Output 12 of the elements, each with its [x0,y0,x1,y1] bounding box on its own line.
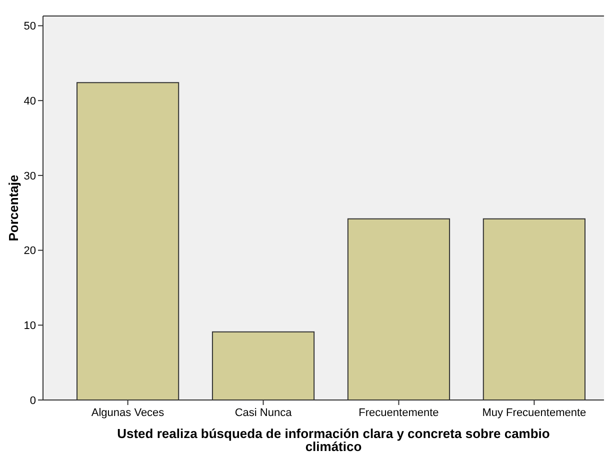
x-axis-title: Usted realiza búsqueda de información clara y concreta sobre cambio climático [117,426,550,454]
x-tick-label: Casi Nunca [234,407,293,419]
y-tick-label: 20 [24,245,36,258]
y-tick-label: 40 [24,95,36,108]
y-tick-label: 0 [30,394,36,407]
x-tick-label: Frecuentemente [358,407,439,419]
y-tick-label: 10 [24,320,36,332]
y-tick-label: 30 [24,170,36,182]
y-axis-title: Porcentaje [6,174,21,242]
x-tick-label: Muy Frecuentemente [482,407,586,419]
x-tick-label: Algunas Veces [91,407,165,419]
y-tick-label: 50 [24,20,36,33]
